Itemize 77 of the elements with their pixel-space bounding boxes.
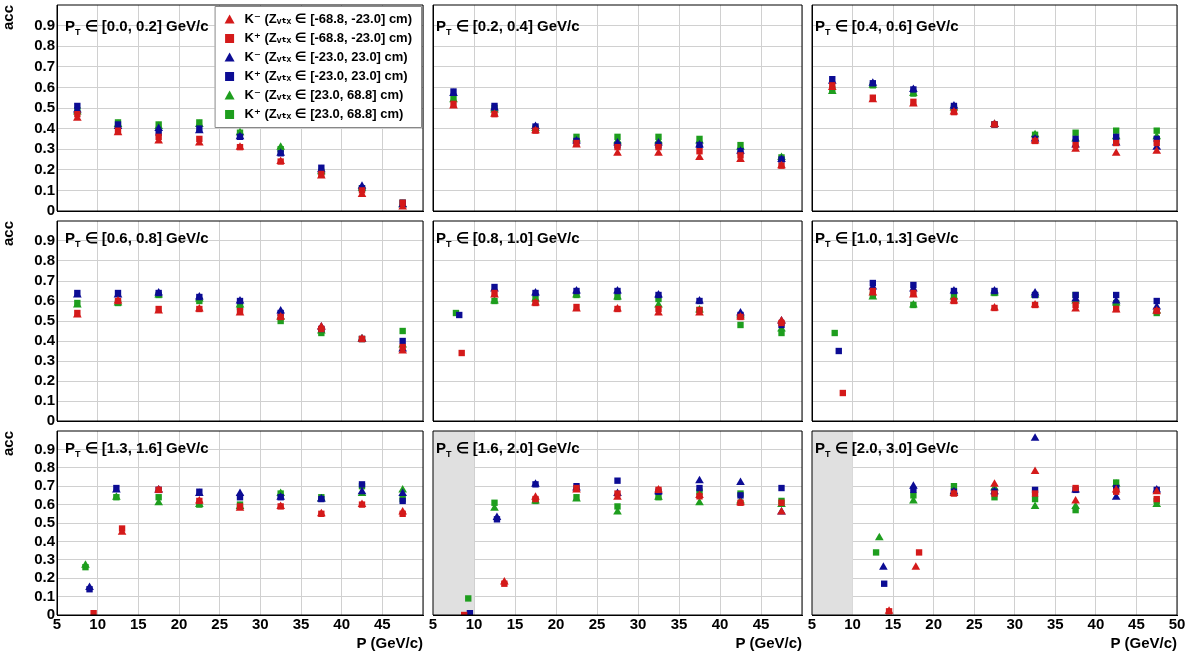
x-tick-label: 45 xyxy=(752,615,770,633)
text: P$_{T}$ ∈ [0.0, 0.2] GeV/c xyxy=(65,17,209,37)
legend-label: K⁺ (Zᵥₜₓ ∈ [23.0, 68.8] cm) xyxy=(244,106,404,122)
x-tick-label: 25 xyxy=(588,615,606,633)
y-tick-label: 0.9 xyxy=(34,231,55,249)
x-tick-label: 30 xyxy=(251,615,269,633)
y-tick-label: 0 xyxy=(46,201,55,219)
x-tick-label: 15 xyxy=(129,615,147,633)
legend-label: K⁻ (Zᵥₜₓ ∈ [-23.0, 23.0] cm) xyxy=(244,49,408,65)
y-tick-label: 0.8 xyxy=(34,457,55,475)
y-tick-label: 0.6 xyxy=(34,291,55,309)
y-tick-label: 0 xyxy=(46,411,55,429)
x-tick-label: 20 xyxy=(547,615,565,633)
y-tick-label: 0.1 xyxy=(34,180,55,198)
y-tick-label: 0.1 xyxy=(34,391,55,409)
y-tick-label: 0.8 xyxy=(34,251,55,269)
x-tick-label: 5 xyxy=(428,615,438,633)
x-tick-label: 30 xyxy=(1006,615,1024,633)
y-tick-label: 0.3 xyxy=(34,351,55,369)
x-tick-label: 35 xyxy=(1046,615,1064,633)
x-axis-title: P (GeV/c) xyxy=(356,634,423,652)
y-tick-label: 0.9 xyxy=(34,15,55,33)
x-tick-label: 15 xyxy=(884,615,902,633)
x-tick-label: 20 xyxy=(170,615,188,633)
x-tick-label: 35 xyxy=(670,615,688,633)
y-tick-label: 0.4 xyxy=(34,331,56,349)
text: P$_{T}$ ∈ [0.8, 1.0] GeV/c xyxy=(436,229,580,249)
x-axis-title: P (GeV/c) xyxy=(1110,634,1177,652)
x-tick-label: 45 xyxy=(1128,615,1145,633)
y-tick-label: 0.8 xyxy=(34,36,55,54)
y-tick-label: 0.5 xyxy=(34,98,55,116)
text: P$_{T}$ ∈ [1.0, 1.3] GeV/c xyxy=(815,229,959,249)
text: P$_{T}$ ∈ [0.6, 0.8] GeV/c xyxy=(65,229,209,249)
legend-label: K⁻ (Zᵥₜₓ ∈ [23.0, 68.8] cm) xyxy=(244,87,404,103)
y-tick-label: 0.7 xyxy=(34,271,55,289)
x-tick-label: 5 xyxy=(807,615,817,633)
y-tick-label: 0.3 xyxy=(34,549,55,567)
x-tick-label: 25 xyxy=(965,615,983,633)
y-tick-label: 0.9 xyxy=(34,439,55,457)
y-tick-label: 0.2 xyxy=(34,371,55,389)
y-tick-label: 0.3 xyxy=(34,139,55,157)
x-tick-label: 45 xyxy=(373,615,391,633)
x-tick-label: 15 xyxy=(506,615,524,633)
x-axis-title: P (GeV/c) xyxy=(735,634,802,652)
x-tick-label: 25 xyxy=(211,615,229,633)
y-tick-label: 0.6 xyxy=(34,77,55,95)
text: P$_{T}$ ∈ [1.6, 2.0] GeV/c xyxy=(436,439,580,459)
y-tick-label: 0.5 xyxy=(34,311,55,329)
y-tick-label: 0.4 xyxy=(34,118,56,136)
y-tick-label: 0.7 xyxy=(34,56,55,74)
x-tick-label: 40 xyxy=(333,615,351,633)
y-tick-label: 0.6 xyxy=(34,494,55,512)
x-tick-label: 50 xyxy=(1168,615,1186,633)
legend-label: K⁺ (Zᵥₜₓ ∈ [-68.8, -23.0] cm) xyxy=(244,30,413,46)
y-axis-title: acc xyxy=(0,5,17,31)
y-tick-label: 0.1 xyxy=(34,586,55,604)
text: P$_{T}$ ∈ [0.4, 0.6] GeV/c xyxy=(815,17,959,37)
x-tick-label: 10 xyxy=(465,615,483,633)
y-tick-label: 0.4 xyxy=(34,531,56,549)
y-axis-title: acc xyxy=(0,431,17,457)
y-axis-title: acc xyxy=(0,221,17,247)
legend-label: K⁻ (Zᵥₜₓ ∈ [-68.8, -23.0] cm) xyxy=(244,11,413,27)
y-tick-label: 0.5 xyxy=(34,513,55,531)
text: P$_{T}$ ∈ [2.0, 3.0] GeV/c xyxy=(815,439,959,459)
x-tick-label: 30 xyxy=(629,615,647,633)
x-tick-label: 20 xyxy=(925,615,943,633)
text: P$_{T}$ ∈ [1.3, 1.6] GeV/c xyxy=(65,439,209,459)
y-tick-label: 0.7 xyxy=(34,476,55,494)
text: P$_{T}$ ∈ [0.2, 0.4] GeV/c xyxy=(436,17,580,37)
x-tick-label: 35 xyxy=(292,615,310,633)
x-tick-label: 10 xyxy=(89,615,107,633)
legend-label: K⁺ (Zᵥₜₓ ∈ [-23.0, 23.0] cm) xyxy=(244,68,408,84)
x-tick-label: 40 xyxy=(711,615,729,633)
y-tick-label: 0.2 xyxy=(34,159,55,177)
x-tick-label: 40 xyxy=(1087,615,1105,633)
x-tick-label: 10 xyxy=(844,615,861,633)
y-tick-label: 0.2 xyxy=(34,568,55,586)
